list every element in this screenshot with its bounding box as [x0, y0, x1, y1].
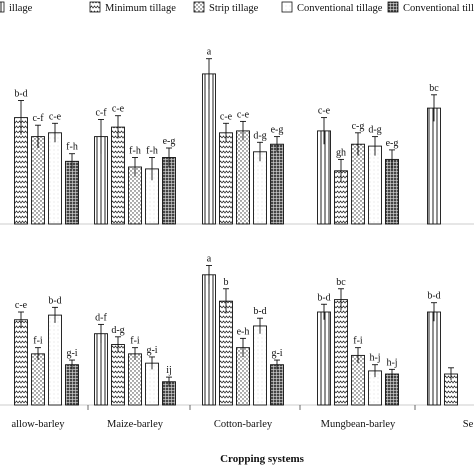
significance-label: c-e	[220, 111, 233, 122]
significance-label: b	[224, 277, 229, 288]
bar	[270, 143, 284, 225]
significance-label: d-g	[368, 125, 381, 136]
category-label: allow-barley	[11, 419, 65, 430]
significance-label: f-h	[129, 146, 141, 157]
significance-label: bc	[336, 277, 346, 288]
significance-label: e-g	[163, 136, 176, 147]
bar	[65, 160, 79, 225]
significance-label: b-d	[427, 291, 440, 302]
significance-label: e-g	[271, 125, 284, 136]
bar	[334, 299, 348, 406]
legend-label: illage	[9, 3, 33, 14]
significance-label: h-j	[369, 353, 380, 364]
significance-label: f-i	[353, 336, 363, 347]
bar	[202, 73, 216, 225]
significance-label: c-f	[95, 108, 107, 119]
legend-label: Minimum tillage	[105, 3, 176, 14]
significance-label: g-i	[271, 348, 282, 359]
category-label: Se	[463, 419, 474, 430]
bar	[351, 143, 365, 225]
bar	[253, 325, 267, 406]
bar	[128, 353, 142, 406]
bar	[427, 311, 441, 406]
bar	[31, 353, 45, 406]
significance-label: c-g	[352, 121, 365, 132]
legend-swatch	[281, 1, 293, 13]
significance-label: b-d	[48, 295, 61, 306]
bar	[48, 132, 62, 225]
significance-label: d-g	[253, 130, 266, 141]
significance-label: ij	[166, 365, 172, 376]
significance-label: g-i	[66, 348, 77, 359]
bar	[94, 333, 108, 406]
bar	[111, 344, 125, 406]
significance-label: a	[207, 47, 212, 58]
significance-label: f-h	[146, 146, 158, 157]
significance-label: g-i	[146, 345, 157, 356]
significance-label: b-d	[14, 89, 27, 100]
legend-swatch	[193, 1, 205, 13]
legend-swatch	[89, 1, 101, 13]
bar	[145, 362, 159, 406]
significance-label: b-d	[317, 292, 330, 303]
bar	[162, 157, 176, 225]
legend-label: Conventional tillage	[403, 3, 474, 14]
category-label: Maize-barley	[107, 419, 164, 430]
significance-label: c-e	[112, 104, 125, 115]
significance-label: gh	[336, 147, 346, 158]
legend: illage Minimum tillage Strip tillage Conven…	[0, 1, 474, 14]
significance-label: c-f	[32, 113, 44, 124]
bar	[65, 364, 79, 406]
bar	[385, 158, 399, 225]
bar	[31, 136, 45, 225]
bar	[427, 107, 441, 225]
category-label: Mungbean-barley	[321, 419, 396, 430]
significance-label: d-g	[111, 325, 124, 336]
significance-label: e-g	[386, 138, 399, 149]
bar	[14, 319, 28, 406]
bar	[111, 126, 125, 225]
bar	[317, 311, 331, 406]
bar	[202, 274, 216, 406]
bar	[317, 130, 331, 225]
bar	[368, 145, 382, 225]
plot-area: b-dc-f c-ef-hc-f c-ef-h f-he-gac-e c-ed-ge-g…	[0, 47, 474, 430]
significance-label: a	[207, 254, 212, 265]
significance-label: h-j	[386, 357, 397, 368]
category-label: Cotton-barley	[214, 419, 273, 430]
legend-label: Strip tillage	[209, 3, 259, 14]
significance-label: b-d	[253, 306, 266, 317]
significance-label: c-e	[15, 300, 28, 311]
bar	[253, 151, 267, 225]
bar	[219, 132, 233, 225]
significance-label: e-h	[237, 326, 250, 337]
significance-label: f-i	[33, 336, 43, 347]
x-axis-title: Cropping systems	[220, 453, 305, 465]
bar	[236, 130, 250, 225]
significance-label: f-i	[130, 336, 140, 347]
bar	[219, 300, 233, 406]
significance-label: bc	[429, 83, 439, 94]
significance-label: c-e	[318, 106, 331, 117]
legend-label: Conventional tillage	[297, 3, 383, 14]
bar	[48, 314, 62, 406]
legend-swatch	[387, 1, 399, 13]
significance-label: f-h	[66, 142, 78, 153]
significance-label: d-f	[95, 312, 107, 323]
bar	[270, 364, 284, 406]
significance-label: c-e	[237, 109, 250, 120]
significance-label: c-e	[49, 111, 62, 122]
legend-swatch	[0, 1, 5, 13]
